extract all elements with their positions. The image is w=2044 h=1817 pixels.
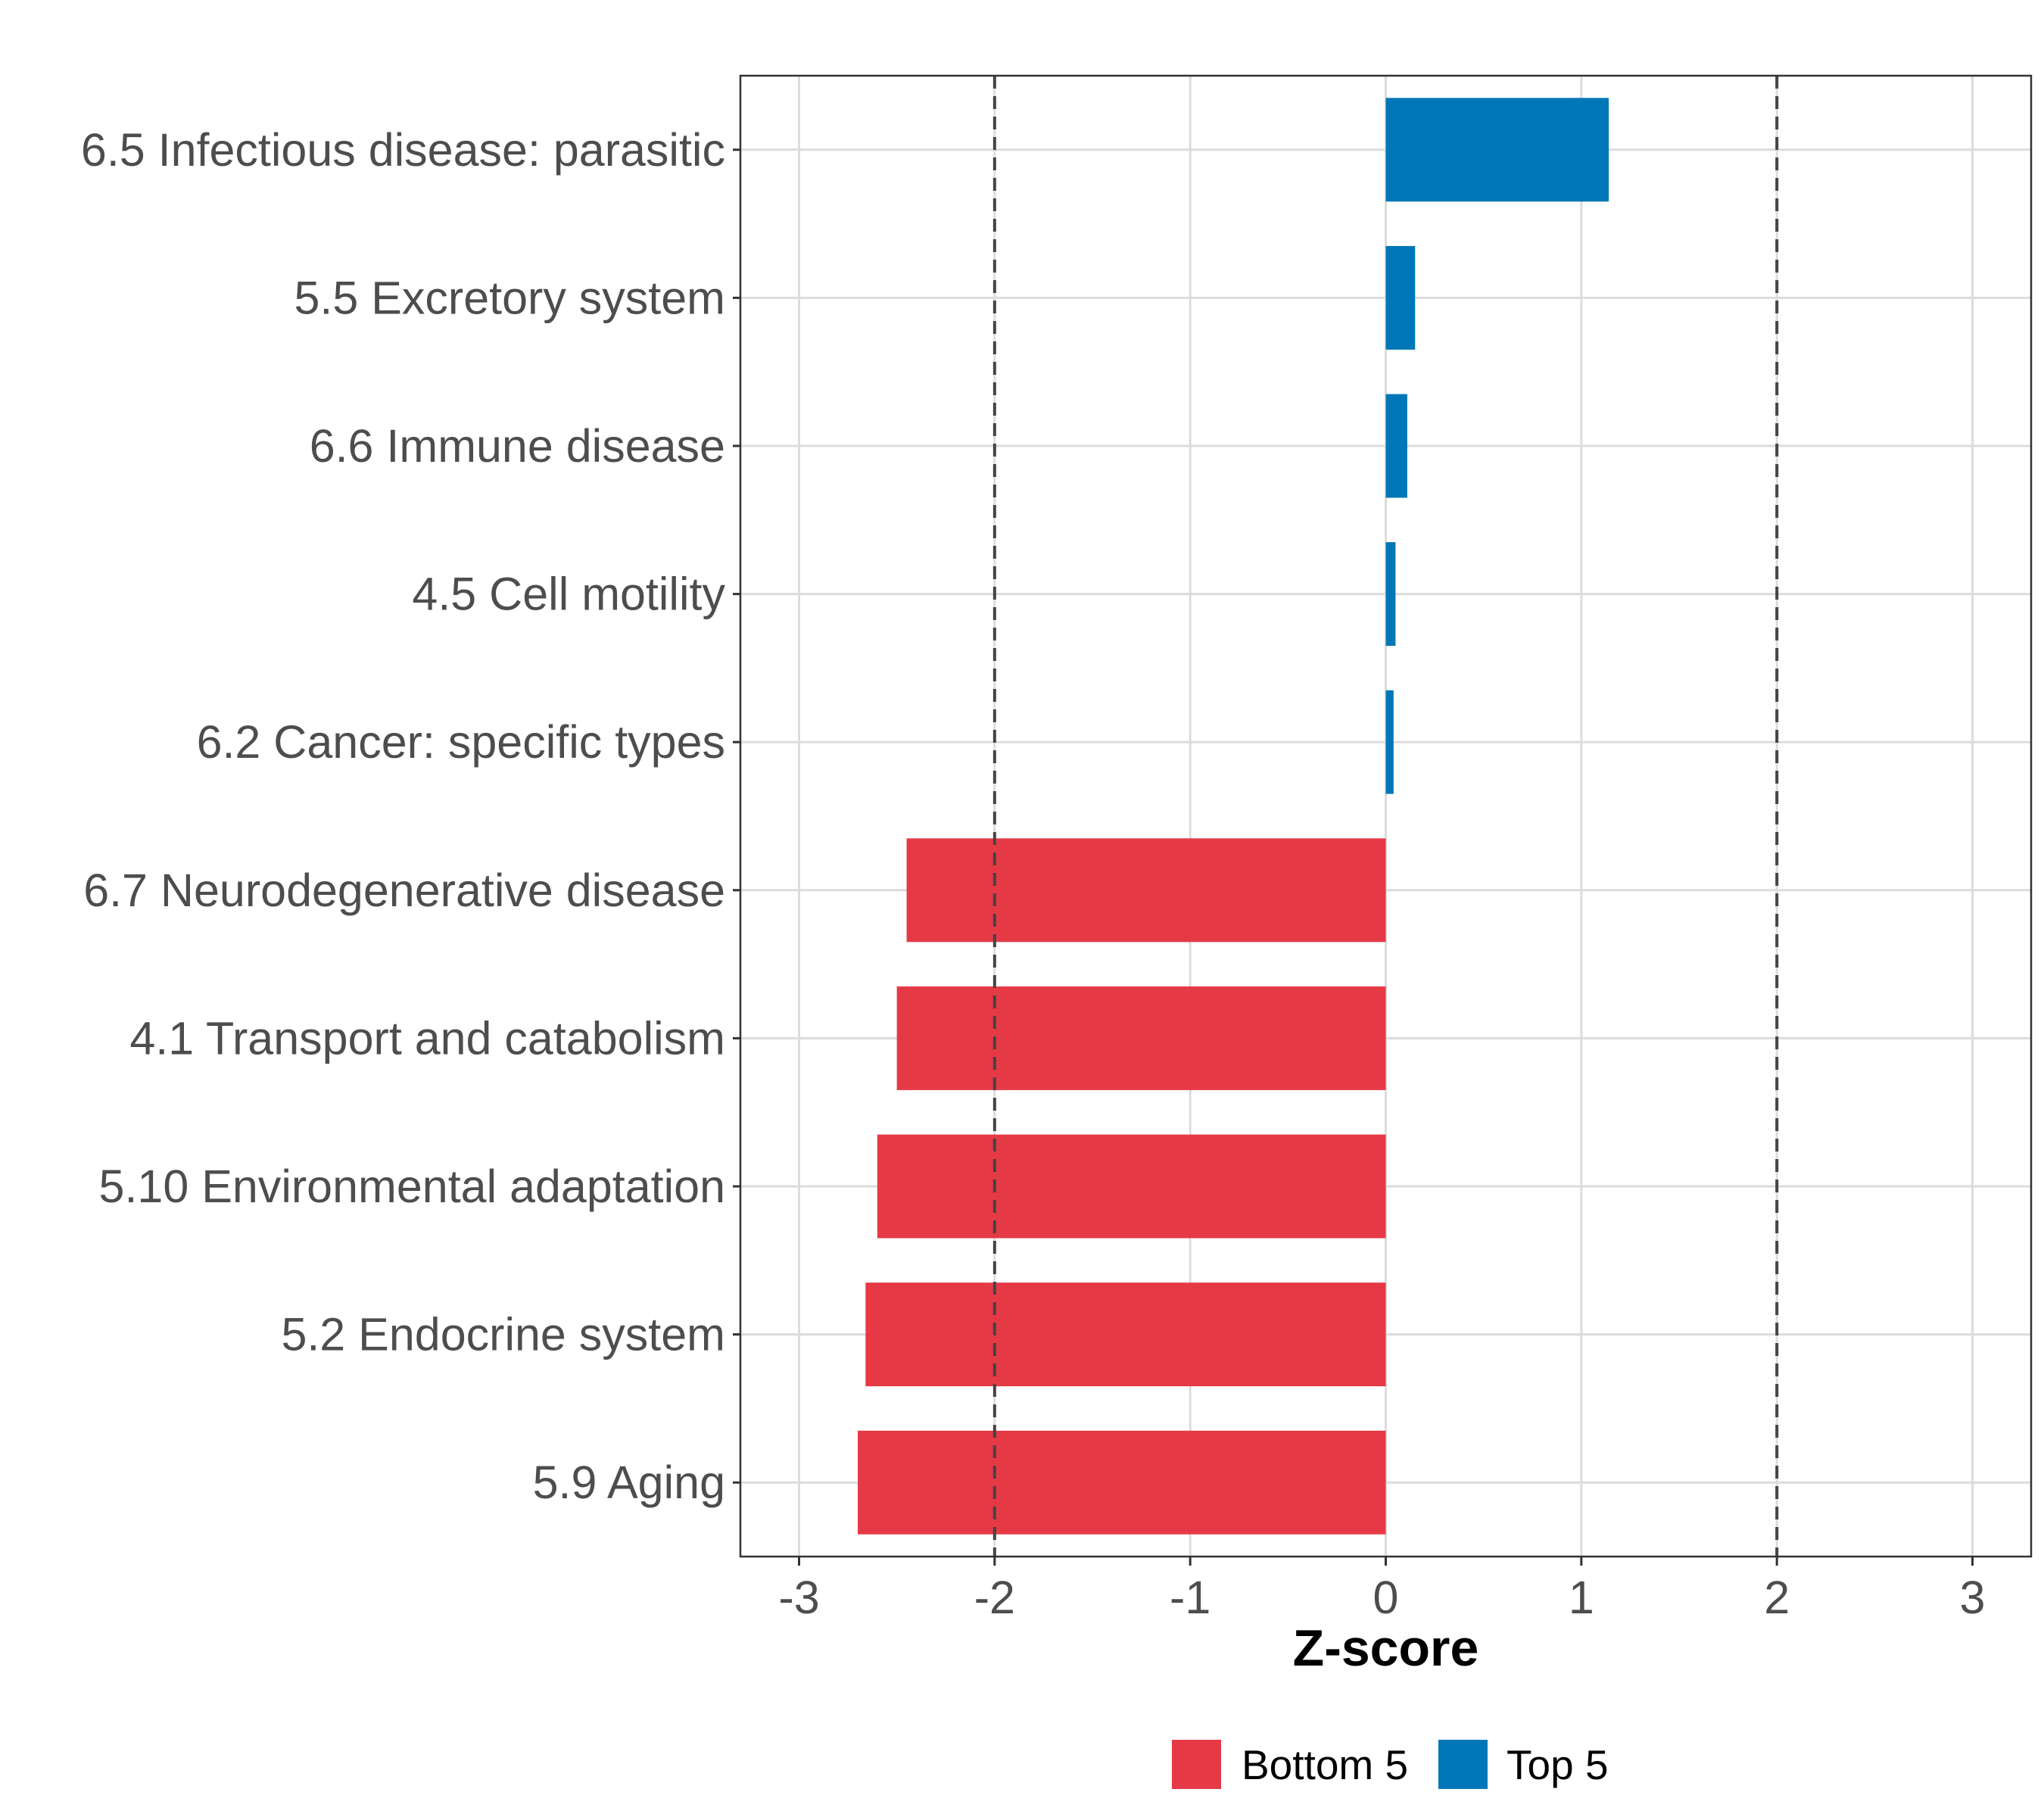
- bar-8: [877, 1134, 1386, 1239]
- category-label-3: 6.6 Immune disease: [310, 420, 725, 472]
- x-axis-title: Z-score: [1293, 1619, 1479, 1677]
- bar-6: [906, 838, 1386, 943]
- bar-4: [1385, 542, 1396, 647]
- category-label-5: 6.2 Cancer: specific types: [197, 716, 725, 768]
- x-tick-label-5: 2: [1764, 1572, 1790, 1623]
- bar-3: [1385, 394, 1407, 498]
- x-axis: -3 -2 -1 0 1 2 3: [778, 1557, 1985, 1623]
- category-label-1: 6.5 Infectious disease: parasitic: [81, 124, 725, 176]
- legend-swatch-1: [1438, 1740, 1488, 1789]
- bar-10: [858, 1430, 1386, 1535]
- bar-5: [1385, 690, 1394, 794]
- reference-lines: [992, 76, 1779, 1557]
- x-tick-label-1: -2: [974, 1572, 1015, 1623]
- bar-7: [896, 986, 1386, 1090]
- bar-9: [865, 1282, 1386, 1387]
- legend-label-1: Top 5: [1507, 1741, 1609, 1788]
- legend: Bottom 5 Top 5: [1172, 1740, 1609, 1789]
- x-tick-label-0: -3: [778, 1572, 819, 1623]
- category-label-7: 4.1 Transport and catabolism: [129, 1012, 725, 1064]
- bars: [858, 98, 1609, 1535]
- legend-swatch-0: [1172, 1740, 1221, 1789]
- x-tick-label-3: 0: [1373, 1572, 1399, 1623]
- legend-label-0: Bottom 5: [1242, 1741, 1408, 1788]
- category-label-8: 5.10 Environmental adaptation: [99, 1161, 725, 1212]
- category-label-9: 5.2 Endocrine system: [281, 1309, 725, 1360]
- x-tick-label-2: -1: [1170, 1572, 1211, 1623]
- bar-2: [1385, 245, 1416, 350]
- bar-1: [1385, 98, 1609, 202]
- category-label-2: 5.5 Excretory system: [294, 272, 726, 323]
- category-label-6: 6.7 Neurodegenerative disease: [83, 865, 725, 916]
- x-tick-label-6: 3: [1960, 1572, 1986, 1623]
- category-label-4: 4.5 Cell motility: [412, 569, 725, 620]
- category-label-10: 5.9 Aging: [533, 1457, 725, 1508]
- y-axis: 6.5 Infectious disease: parasitic 5.5 Exc…: [81, 124, 740, 1508]
- x-tick-label-4: 1: [1569, 1572, 1594, 1623]
